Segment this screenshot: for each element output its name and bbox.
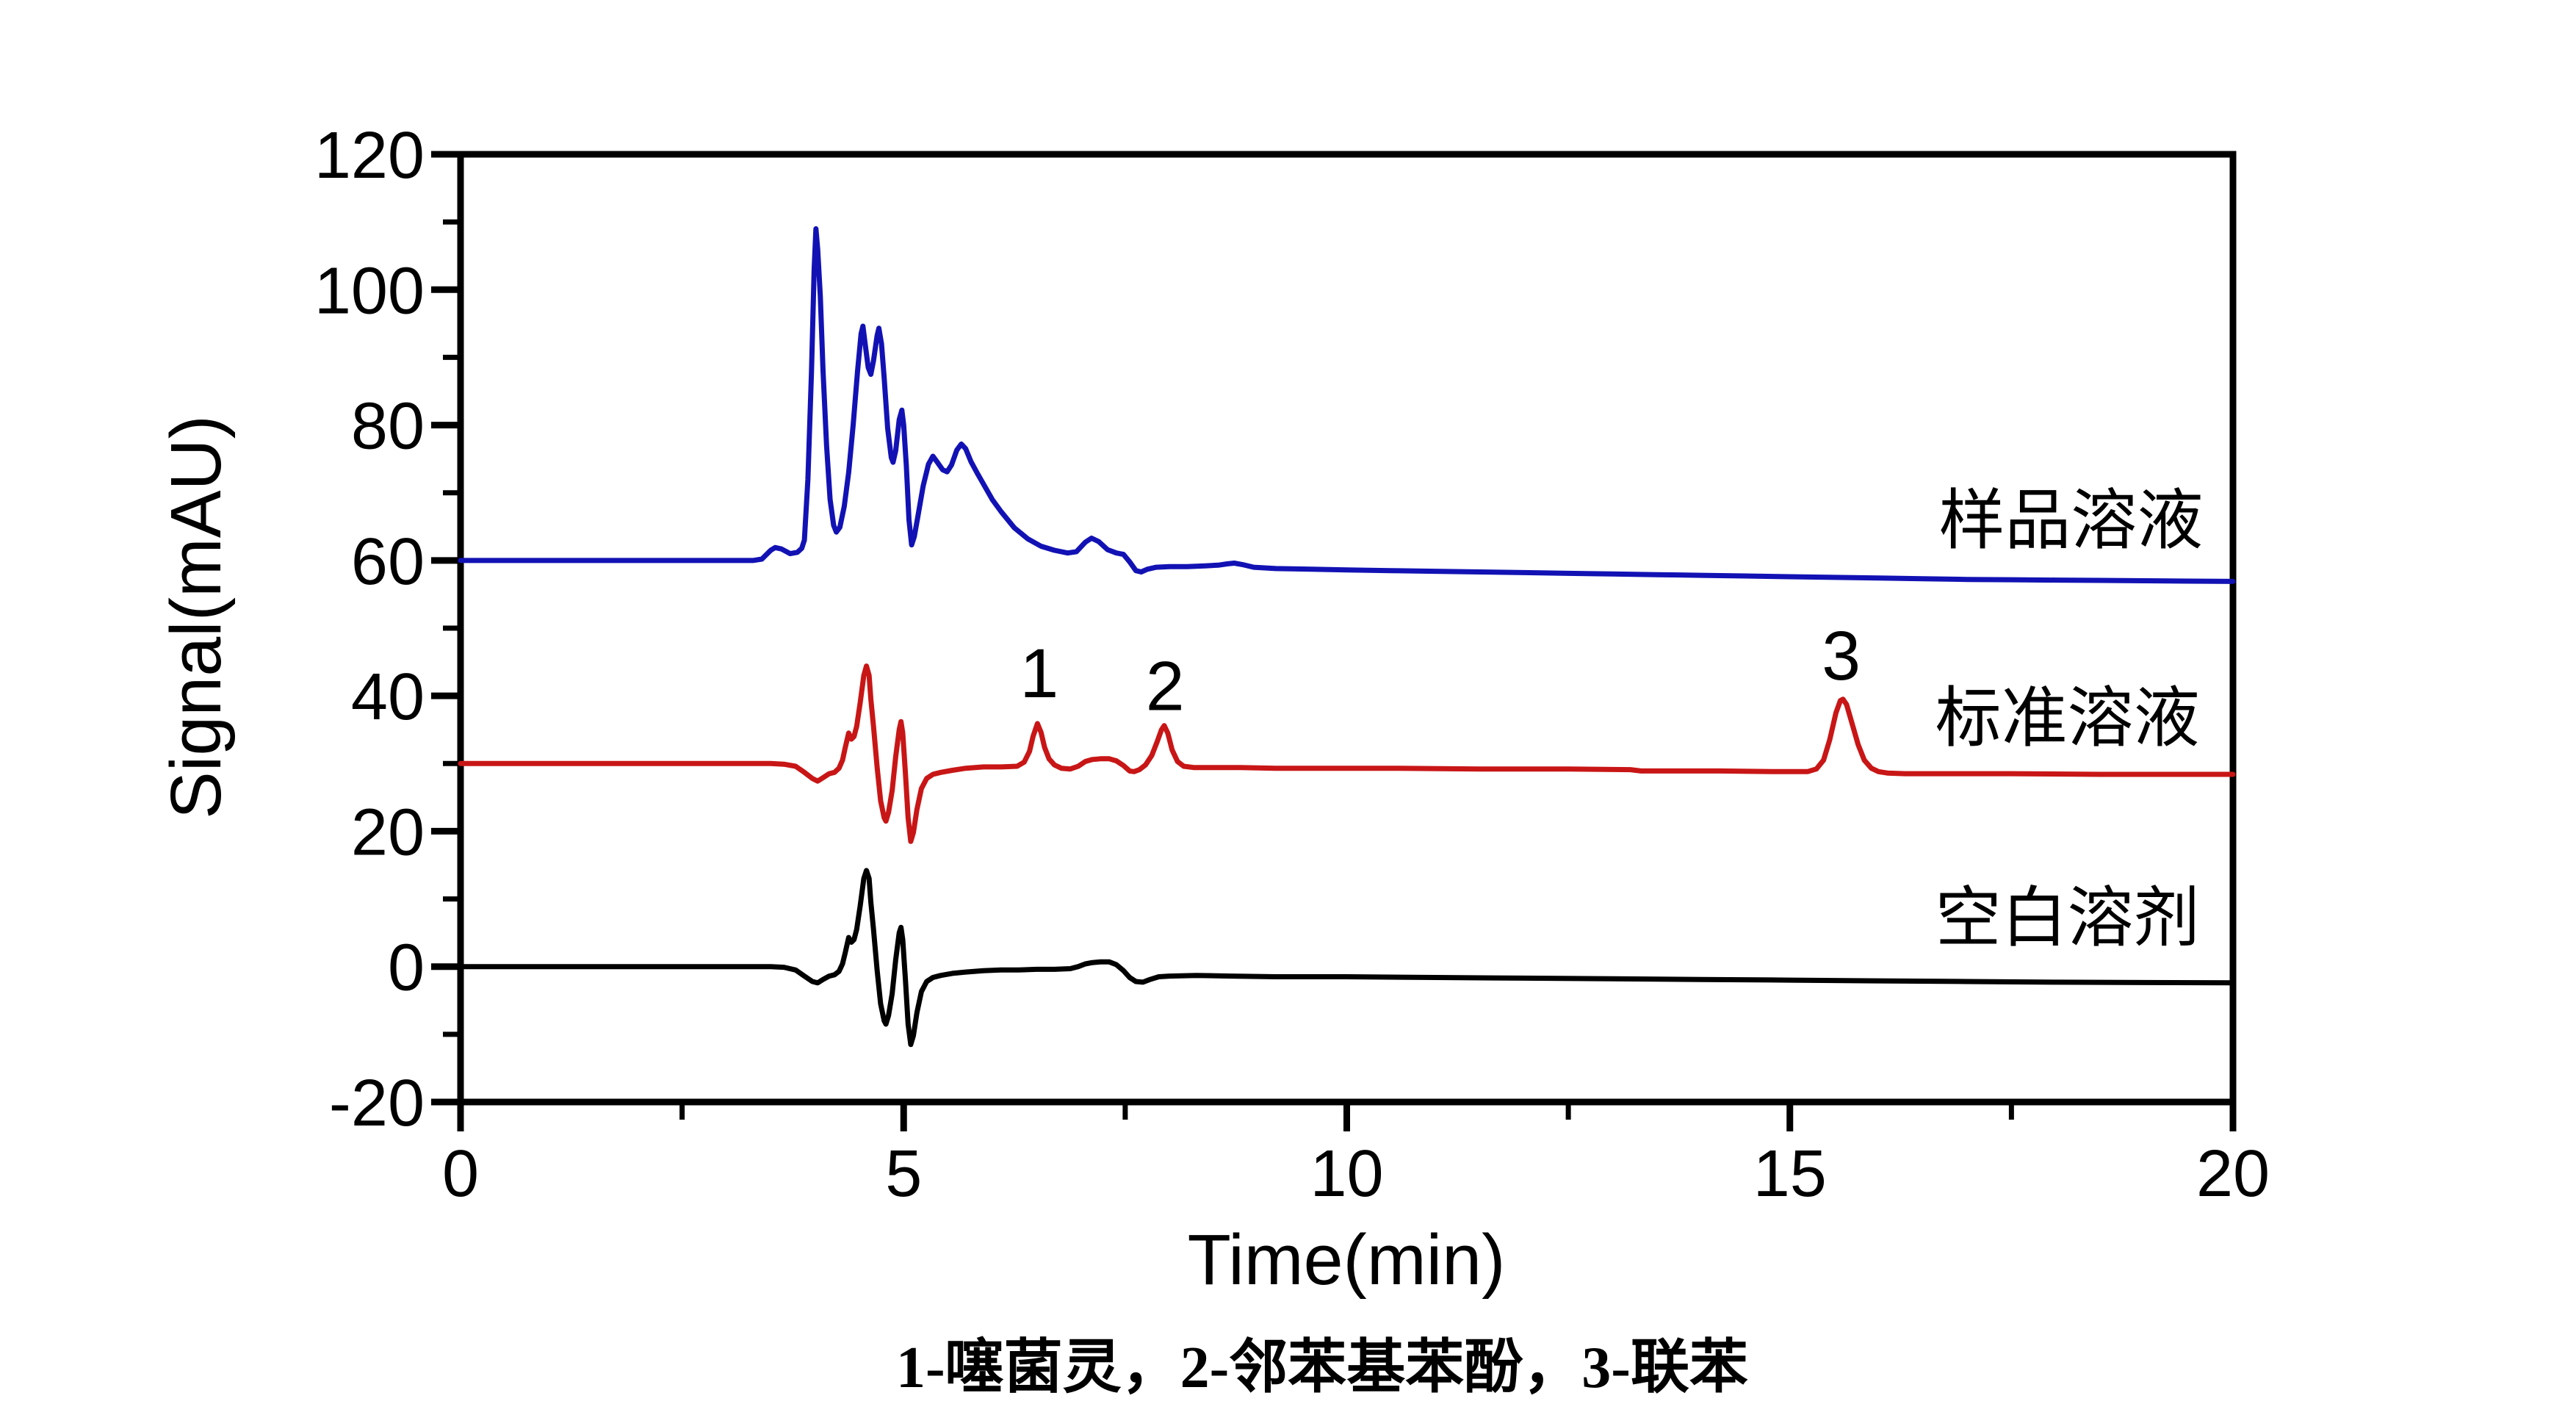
y-tick-label: 80 [351,390,425,464]
y-tick-label: 0 [388,932,425,1005]
trace-blank-solvent [458,868,2236,1048]
trace-sample-solution [458,226,2236,584]
y-tick-label: -20 [329,1067,425,1140]
y-tick-label: 20 [351,796,425,869]
series-label-blank-solvent: 空白溶剂 [1935,882,2200,955]
x-tick-label: 5 [885,1137,922,1211]
x-tick-label: 0 [442,1137,479,1211]
y-axis-tick-labels: -20 0 20 40 60 80 100 120 [314,119,425,1140]
traces [458,226,2236,1048]
y-tick-label: 120 [314,119,425,192]
trace-standard-solution [458,663,2236,844]
x-tick-label: 15 [1753,1137,1827,1211]
peak-label-1: 1 [1020,635,1058,713]
peak-label-3: 3 [1822,617,1861,695]
y-tick-label: 60 [351,525,425,599]
x-axis-title: Time(min) [1188,1220,1506,1300]
peak-number-annotations: 1 2 3 [1020,617,1861,725]
y-axis-ticks [431,151,461,1106]
series-label-sample-solution: 样品溶液 [1938,485,2203,558]
x-tick-label: 20 [2196,1137,2270,1211]
y-axis-title: Signal(mAU) [156,415,236,819]
x-axis-ticks [457,1102,2237,1131]
figure-caption: 1-噻菌灵，2-邻苯基苯酚，3-联苯 [896,1336,1748,1400]
x-axis-tick-labels: 0 5 10 15 20 [442,1137,2270,1211]
series-label-standard-solution: 标准溶液 [1935,683,2200,755]
x-tick-label: 10 [1310,1137,1383,1211]
y-tick-label: 100 [314,254,425,328]
y-tick-label: 40 [351,660,425,734]
peak-label-2: 2 [1146,647,1185,725]
